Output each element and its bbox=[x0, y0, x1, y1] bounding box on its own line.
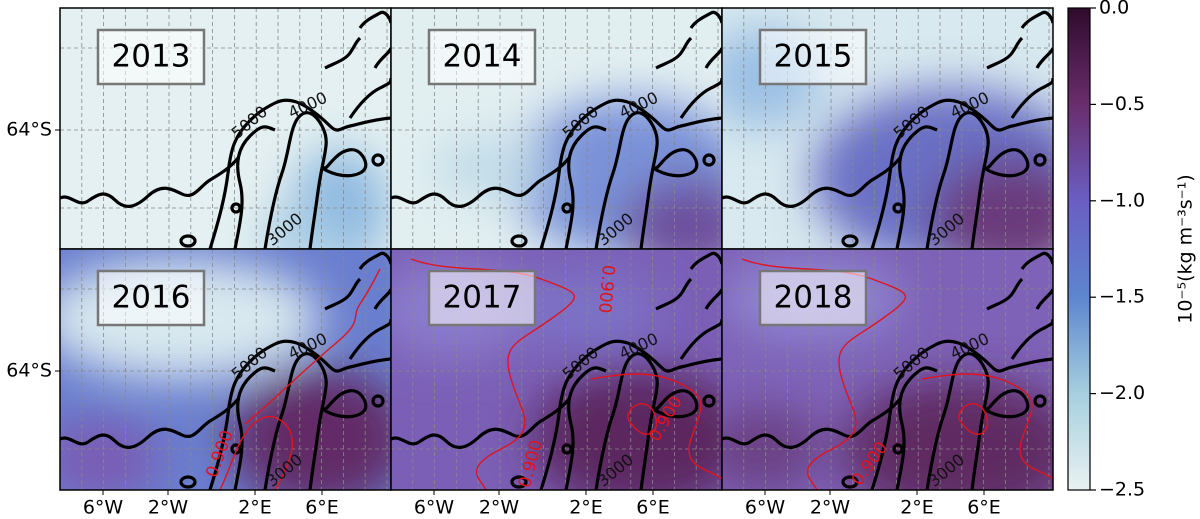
x-tick-label: 6°E bbox=[305, 497, 339, 516]
colorbar bbox=[1067, 7, 1091, 491]
field-blob bbox=[431, 138, 551, 198]
panel-frame bbox=[721, 248, 1054, 491]
colorbar-label: 10⁻⁵(kg m⁻³s⁻¹) bbox=[1175, 174, 1197, 323]
panel-label: 2015 bbox=[774, 39, 853, 75]
x-tick-label: 6°W bbox=[414, 497, 455, 516]
colorbar-tick-label: −2.5 bbox=[1099, 479, 1145, 501]
x-tick-label: 6°W bbox=[745, 497, 786, 516]
year-box bbox=[96, 269, 206, 327]
colorbar-tick-label: −1.5 bbox=[1099, 286, 1145, 308]
y-tick-label: 64°S bbox=[6, 119, 52, 141]
year-box bbox=[427, 269, 537, 327]
colorbar-tick-label: 0.0 bbox=[1099, 0, 1129, 19]
panel-label: 2016 bbox=[112, 280, 191, 316]
x-tick-label: 2°W bbox=[148, 497, 189, 516]
panel-label: 2017 bbox=[443, 280, 522, 316]
field-blob bbox=[230, 369, 391, 490]
field-blob bbox=[621, 178, 722, 249]
x-tick-label: 2°W bbox=[810, 497, 851, 516]
colorbar-tick-label: −2.0 bbox=[1099, 382, 1145, 404]
x-tick-label: 2°E bbox=[900, 497, 934, 516]
x-tick-label: 6°W bbox=[83, 497, 124, 516]
colorbar-ticks: 0.0 −0.5 −1.0 −1.5 −2.0 −2.5 bbox=[1090, 0, 1145, 501]
x-tick-label: 6°E bbox=[636, 497, 670, 516]
red-contour-label: 0.900 bbox=[594, 264, 618, 314]
field-blob bbox=[932, 158, 1053, 249]
x-tick-label: 2°W bbox=[479, 497, 520, 516]
field-blob bbox=[60, 419, 160, 490]
colorbar-tick-label: −1.0 bbox=[1099, 189, 1145, 211]
colorbar-tick-label: −0.5 bbox=[1099, 93, 1145, 115]
year-box bbox=[96, 28, 206, 86]
year-box bbox=[758, 269, 868, 327]
x-tick-label: 2°E bbox=[238, 497, 272, 516]
panel-label: 2013 bbox=[112, 39, 191, 75]
x-tick-label: 2°E bbox=[569, 497, 603, 516]
year-box bbox=[427, 28, 537, 86]
y-tick-label: 64°S bbox=[6, 360, 52, 382]
panel-label: 2018 bbox=[774, 280, 853, 316]
year-box bbox=[758, 28, 868, 86]
panel-label: 2014 bbox=[443, 39, 522, 75]
x-tick-label: 6°E bbox=[967, 497, 1001, 516]
